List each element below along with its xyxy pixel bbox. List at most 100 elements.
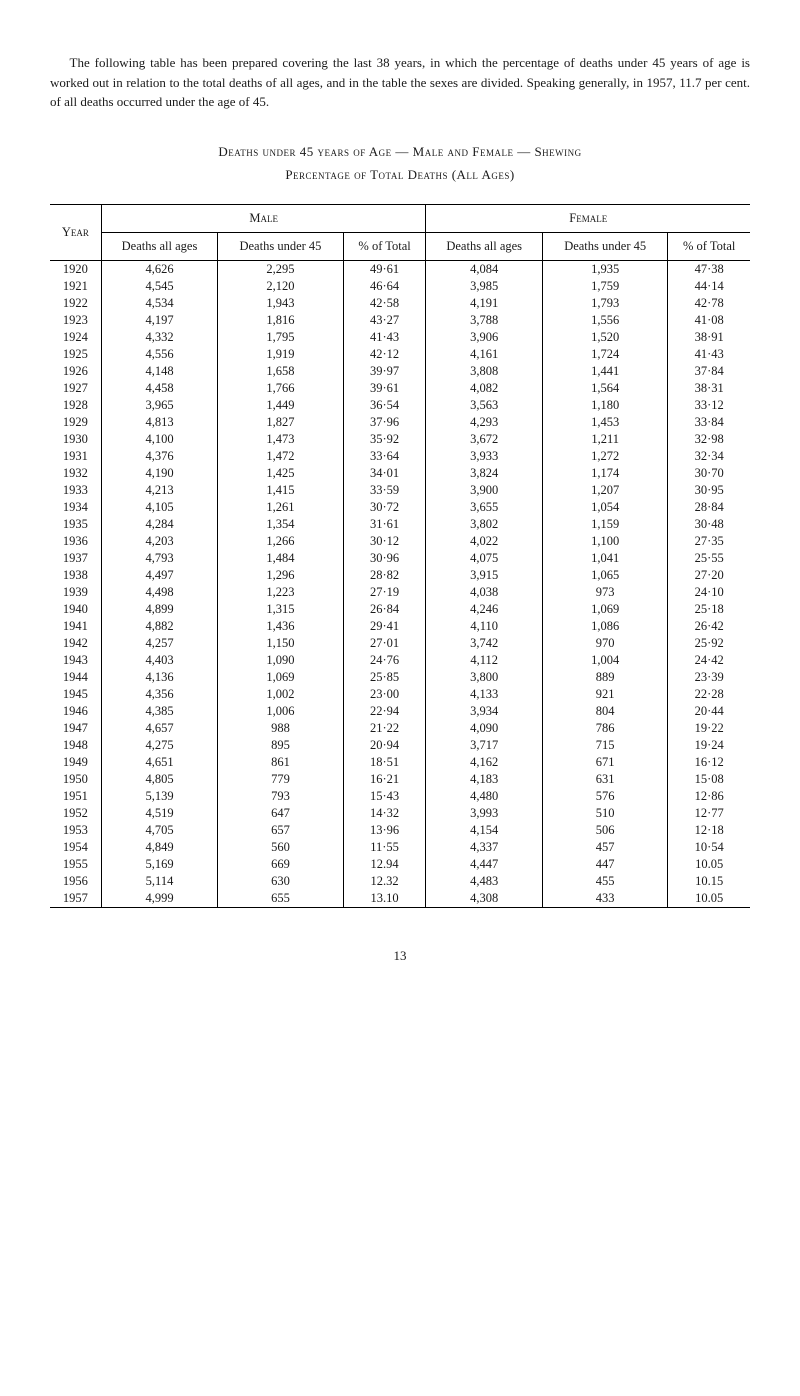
cell-m_pct: 43·27 xyxy=(343,312,426,329)
cell-m_pct: 11·55 xyxy=(343,839,426,856)
cell-m_pct: 12.94 xyxy=(343,856,426,873)
cell-f_u45: 1,041 xyxy=(542,550,667,567)
cell-year: 1931 xyxy=(50,448,101,465)
table-row: 19504,80577916·214,18363115·08 xyxy=(50,771,750,788)
cell-year: 1947 xyxy=(50,720,101,737)
table-row: 19274,4581,76639·614,0821,56438·31 xyxy=(50,380,750,397)
table-row: 19404,8991,31526·844,2461,06925·18 xyxy=(50,601,750,618)
cell-f_pct: 41·08 xyxy=(668,312,750,329)
cell-f_pct: 12·18 xyxy=(668,822,750,839)
cell-f_pct: 26·42 xyxy=(668,618,750,635)
cell-m_all: 4,100 xyxy=(101,431,217,448)
cell-m_pct: 30·72 xyxy=(343,499,426,516)
table-row: 19294,8131,82737·964,2931,45333·84 xyxy=(50,414,750,431)
cell-m_pct: 33·59 xyxy=(343,482,426,499)
cell-f_u45: 889 xyxy=(542,669,667,686)
cell-m_all: 4,376 xyxy=(101,448,217,465)
cell-m_pct: 27·19 xyxy=(343,584,426,601)
cell-f_all: 3,985 xyxy=(426,278,542,295)
cell-f_u45: 1,935 xyxy=(542,261,667,279)
cell-f_all: 4,112 xyxy=(426,652,542,669)
cell-f_u45: 1,564 xyxy=(542,380,667,397)
cell-year: 1954 xyxy=(50,839,101,856)
cell-f_pct: 32·34 xyxy=(668,448,750,465)
cell-m_all: 4,805 xyxy=(101,771,217,788)
cell-m_u45: 2,120 xyxy=(218,278,343,295)
cell-f_pct: 42·78 xyxy=(668,295,750,312)
cell-year: 1937 xyxy=(50,550,101,567)
cell-m_pct: 30·96 xyxy=(343,550,426,567)
cell-m_pct: 21·22 xyxy=(343,720,426,737)
cell-f_all: 4,075 xyxy=(426,550,542,567)
cell-f_pct: 10.15 xyxy=(668,873,750,890)
cell-f_all: 4,090 xyxy=(426,720,542,737)
cell-f_u45: 433 xyxy=(542,890,667,908)
table-row: 19565,11463012.324,48345510.15 xyxy=(50,873,750,890)
cell-f_pct: 41·43 xyxy=(668,346,750,363)
cell-m_pct: 42·12 xyxy=(343,346,426,363)
cell-year: 1946 xyxy=(50,703,101,720)
cell-m_u45: 2,295 xyxy=(218,261,343,279)
cell-m_all: 5,139 xyxy=(101,788,217,805)
table-row: 19304,1001,47335·923,6721,21132·98 xyxy=(50,431,750,448)
cell-year: 1932 xyxy=(50,465,101,482)
cell-f_u45: 1,174 xyxy=(542,465,667,482)
cell-m_u45: 1,425 xyxy=(218,465,343,482)
cell-year: 1942 xyxy=(50,635,101,652)
cell-m_pct: 31·61 xyxy=(343,516,426,533)
cell-year: 1938 xyxy=(50,567,101,584)
table-row: 19254,5561,91942·124,1611,72441·43 xyxy=(50,346,750,363)
cell-m_all: 4,498 xyxy=(101,584,217,601)
cell-year: 1929 xyxy=(50,414,101,431)
cell-m_u45: 1,150 xyxy=(218,635,343,652)
table-row: 19394,4981,22327·194,03897324·10 xyxy=(50,584,750,601)
cell-f_pct: 27·35 xyxy=(668,533,750,550)
cell-m_u45: 793 xyxy=(218,788,343,805)
cell-f_all: 3,915 xyxy=(426,567,542,584)
cell-f_u45: 973 xyxy=(542,584,667,601)
table-heading: Deaths under 45 years of Age — Male and … xyxy=(50,140,750,187)
cell-m_all: 4,197 xyxy=(101,312,217,329)
cell-f_u45: 1,520 xyxy=(542,329,667,346)
cell-f_all: 3,717 xyxy=(426,737,542,754)
cell-m_all: 4,275 xyxy=(101,737,217,754)
cell-year: 1941 xyxy=(50,618,101,635)
cell-m_u45: 1,261 xyxy=(218,499,343,516)
cell-f_pct: 24·10 xyxy=(668,584,750,601)
cell-f_all: 3,655 xyxy=(426,499,542,516)
cell-f_all: 4,161 xyxy=(426,346,542,363)
table-row: 19374,7931,48430·964,0751,04125·55 xyxy=(50,550,750,567)
cell-m_pct: 39·61 xyxy=(343,380,426,397)
cell-m_pct: 39·97 xyxy=(343,363,426,380)
cell-m_all: 5,114 xyxy=(101,873,217,890)
cell-f_all: 3,934 xyxy=(426,703,542,720)
cell-m_pct: 13·96 xyxy=(343,822,426,839)
cell-m_u45: 1,919 xyxy=(218,346,343,363)
cell-m_u45: 1,827 xyxy=(218,414,343,431)
cell-m_u45: 1,436 xyxy=(218,618,343,635)
cell-m_all: 4,284 xyxy=(101,516,217,533)
cell-m_u45: 861 xyxy=(218,754,343,771)
table-row: 19524,51964714·323,99351012·77 xyxy=(50,805,750,822)
cell-m_pct: 36·54 xyxy=(343,397,426,414)
cell-f_u45: 631 xyxy=(542,771,667,788)
cell-year: 1956 xyxy=(50,873,101,890)
cell-m_all: 4,626 xyxy=(101,261,217,279)
table-row: 19334,2131,41533·593,9001,20730·95 xyxy=(50,482,750,499)
table-row: 19204,6262,29549·614,0841,93547·38 xyxy=(50,261,750,279)
table-row: 19234,1971,81643·273,7881,55641·08 xyxy=(50,312,750,329)
cell-year: 1922 xyxy=(50,295,101,312)
cell-f_u45: 1,069 xyxy=(542,601,667,618)
cell-f_pct: 15·08 xyxy=(668,771,750,788)
cell-f_u45: 1,065 xyxy=(542,567,667,584)
table-row: 19544,84956011·554,33745710·54 xyxy=(50,839,750,856)
cell-year: 1928 xyxy=(50,397,101,414)
cell-m_all: 3,965 xyxy=(101,397,217,414)
cell-f_u45: 576 xyxy=(542,788,667,805)
cell-f_all: 3,563 xyxy=(426,397,542,414)
cell-f_pct: 30·95 xyxy=(668,482,750,499)
cell-m_pct: 13.10 xyxy=(343,890,426,908)
cell-m_all: 4,545 xyxy=(101,278,217,295)
cell-f_pct: 25·55 xyxy=(668,550,750,567)
cell-m_pct: 46·64 xyxy=(343,278,426,295)
